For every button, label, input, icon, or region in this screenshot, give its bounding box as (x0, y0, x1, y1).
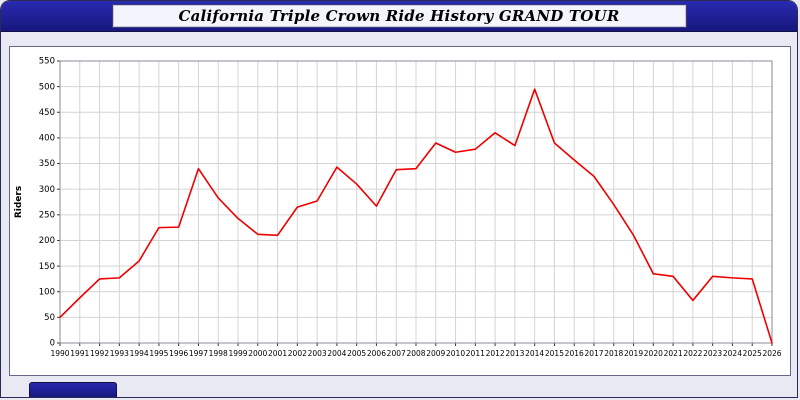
x-tick-label: 1998 (209, 349, 228, 358)
x-tick-label: 1996 (169, 349, 188, 358)
x-tick-label: 1990 (50, 349, 69, 358)
y-tick-label: 300 (39, 185, 55, 195)
y-tick-label: 350 (39, 159, 55, 169)
y-tick-label: 150 (39, 262, 55, 272)
x-tick-label: 2022 (683, 349, 702, 358)
x-tick-label: 1999 (228, 349, 247, 358)
x-tick-label: 2011 (466, 349, 485, 358)
y-tick-label: 200 (39, 236, 55, 246)
x-tick-label: 2021 (664, 349, 683, 358)
x-tick-label: 2000 (248, 349, 267, 358)
riders-data-line (59, 88, 773, 344)
x-tick-label: 1997 (189, 349, 208, 358)
x-tick-label: 1993 (110, 349, 129, 358)
x-tick-label: 2009 (426, 349, 445, 358)
x-tick-label: 2012 (486, 349, 505, 358)
y-tick-label: 50 (44, 313, 55, 323)
x-tick-label: 2020 (644, 349, 663, 358)
y-tick-label: 450 (39, 108, 55, 118)
x-tick-label: 2002 (288, 349, 307, 358)
y-tick-label: 0 (50, 339, 55, 349)
x-tick-label: 2017 (584, 349, 603, 358)
x-tick-label: 2007 (387, 349, 406, 358)
plot-border (59, 60, 773, 344)
x-tick-label: 2023 (703, 349, 722, 358)
x-tick-label: 2019 (624, 349, 643, 358)
x-tick-label: 1992 (90, 349, 109, 358)
y-tick-label: 250 (39, 211, 55, 221)
x-tick-label: 2014 (525, 349, 544, 358)
x-tick-label: 2004 (327, 349, 346, 358)
x-tick-label: 2003 (308, 349, 327, 358)
y-tick-label: 550 (39, 57, 55, 67)
x-tick-label: 2024 (723, 349, 742, 358)
x-tick-label: 2010 (446, 349, 465, 358)
x-tick-label: 1995 (149, 349, 168, 358)
x-tick-label: 2025 (743, 349, 762, 358)
x-tick-label: 2005 (347, 349, 366, 358)
x-tick-label: 1994 (130, 349, 149, 358)
y-axis-label: Riders (14, 186, 24, 218)
chart-title: California Triple Crown Ride History GRA… (111, 4, 687, 28)
x-tick-label: 2026 (762, 349, 781, 358)
y-tick-label: 400 (39, 134, 55, 144)
x-tick-label: 2018 (604, 349, 623, 358)
x-tick-label: 1991 (70, 349, 89, 358)
x-tick-label: 2008 (406, 349, 425, 358)
y-tick-label: 100 (39, 287, 55, 297)
x-tick-label: 2001 (268, 349, 287, 358)
x-tick-label: 2013 (505, 349, 524, 358)
footer-bar (29, 382, 117, 397)
x-tick-label: 2015 (545, 349, 564, 358)
x-tick-label: 2006 (367, 349, 386, 358)
riders-line-chart: 1990 1991 1992 1993 1994 1995 1996 1997 1998 1999… (14, 57, 782, 358)
y-tick-label: 500 (39, 82, 55, 92)
title-bar: California Triple Crown Ride History GRA… (1, 1, 797, 32)
x-tick-label: 2016 (565, 349, 584, 358)
chart-panel: 1990 1991 1992 1993 1994 1995 1996 1997 1998 1999… (9, 46, 791, 376)
